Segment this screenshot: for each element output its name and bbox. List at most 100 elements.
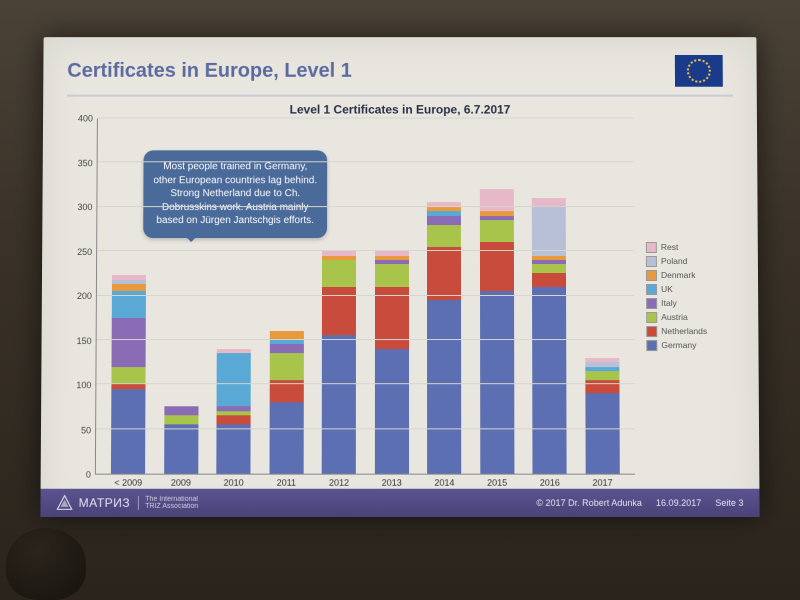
y-tick-label: 300: [77, 202, 92, 212]
legend-item: Austria: [646, 312, 734, 323]
legend-label: Italy: [661, 298, 677, 308]
grid-line: [96, 428, 635, 429]
bar-stack: [532, 198, 567, 474]
bar-segment: [322, 335, 356, 473]
y-axis: 050100150200250300350400: [65, 119, 97, 475]
bar-segment: [112, 367, 146, 385]
slide-title: Certificates in Europe, Level 1: [67, 59, 675, 82]
audience-head-silhouette: [6, 528, 86, 600]
legend-item: Rest: [646, 242, 734, 253]
grid-line: [97, 295, 634, 296]
bar-column: 2009: [164, 407, 198, 474]
slide-footer: МАТРИЗ The International TRIZ Associatio…: [40, 489, 759, 517]
plot-area: < 20092009201020112012201320142015201620…: [95, 119, 635, 475]
bar-segment: [217, 425, 251, 474]
x-tick-label: 2014: [434, 478, 454, 488]
bar-column: 2010: [217, 349, 251, 474]
title-row: Certificates in Europe, Level 1: [67, 51, 733, 97]
legend: RestPolandDenmarkUKItalyAustriaNetherlan…: [639, 119, 735, 475]
slide-content: Certificates in Europe, Level 1 Level 1 …: [41, 37, 760, 489]
chart-area: 050100150200250300350400 < 2009200920102…: [65, 119, 736, 489]
bar-segment: [585, 380, 619, 393]
bar-stack: [322, 251, 356, 474]
grid-line: [96, 383, 634, 384]
footer-subtitle-1: The International: [145, 496, 198, 503]
legend-swatch: [646, 242, 657, 253]
bar-segment: [480, 291, 514, 474]
y-tick-label: 100: [76, 380, 91, 390]
grid-line: [97, 206, 633, 207]
x-tick-label: 2011: [277, 478, 296, 488]
legend-label: Denmark: [661, 270, 696, 280]
footer-brand: МАТРИЗ: [79, 496, 131, 510]
footer-page: Seite 3: [715, 498, 743, 508]
bar-column: 2016: [532, 198, 567, 474]
legend-swatch: [646, 283, 657, 294]
legend-label: Austria: [661, 312, 688, 322]
chart-title: Level 1 Certificates in Europe, 6.7.2017: [67, 103, 733, 117]
legend-swatch: [646, 326, 657, 337]
bar-segment: [111, 389, 146, 474]
bar-segment: [112, 284, 146, 291]
bar-segment: [164, 416, 198, 425]
bar-segment: [322, 260, 356, 287]
bar-segment: [585, 393, 619, 473]
grid-line: [98, 162, 634, 163]
bar-column: 2013: [375, 251, 409, 474]
legend-label: Rest: [661, 242, 679, 252]
legend-swatch: [646, 270, 657, 281]
projection-screen: Certificates in Europe, Level 1 Level 1 …: [40, 37, 759, 517]
y-tick-label: 50: [81, 425, 91, 435]
bar-stack: [585, 358, 620, 474]
legend-item: Denmark: [646, 270, 734, 281]
bar-segment: [480, 189, 514, 211]
bar-segment: [164, 407, 198, 416]
callout-annotation: Most people trained in Germany, other Eu…: [143, 150, 327, 237]
footer-logo: МАТРИЗ The International TRIZ Associatio…: [56, 495, 198, 511]
y-tick-label: 0: [86, 470, 91, 480]
bar-stack: [480, 189, 515, 473]
legend-swatch: [646, 340, 657, 351]
legend-swatch: [646, 312, 657, 323]
legend-item: Germany: [646, 340, 734, 351]
bar-segment: [217, 353, 251, 406]
x-tick-label: 2010: [224, 478, 244, 488]
x-tick-label: 2013: [382, 478, 402, 488]
bar-column: 2015: [480, 189, 515, 473]
legend-label: Germany: [661, 340, 696, 350]
y-tick-label: 200: [77, 291, 92, 301]
bar-segment: [112, 318, 146, 367]
bar-stack: [217, 349, 251, 474]
y-tick-label: 400: [78, 114, 93, 124]
bar-segment: [269, 402, 303, 473]
bar-column: 2012: [322, 251, 356, 474]
footer-copyright: © 2017 Dr. Robert Adunka: [536, 498, 642, 508]
y-tick-label: 350: [78, 158, 93, 168]
legend-swatch: [646, 298, 657, 309]
bar-segment: [269, 353, 303, 380]
bar-segment: [427, 247, 461, 300]
bar-segment: [427, 300, 461, 474]
bar-column: 2011: [269, 331, 303, 474]
grid-line: [98, 118, 633, 119]
bar-segment: [375, 264, 409, 286]
x-tick-label: 2009: [171, 478, 191, 488]
grid-line: [97, 250, 634, 251]
bar-stack: [269, 331, 303, 474]
legend-label: UK: [661, 284, 673, 294]
bar-segment: [532, 273, 566, 286]
bar-column: < 2009: [111, 275, 146, 474]
legend-item: Italy: [646, 298, 734, 309]
bar-column: 2017: [585, 358, 620, 474]
legend-item: UK: [646, 283, 734, 294]
footer-subtitle-2: TRIZ Association: [145, 503, 198, 510]
bar-segment: [532, 264, 566, 273]
legend-item: Netherlands: [646, 326, 734, 337]
bar-stack: [111, 275, 146, 474]
bar-segment: [532, 207, 566, 256]
bar-segment: [532, 287, 567, 474]
x-tick-label: 2015: [487, 478, 507, 488]
bar-stack: [164, 407, 198, 474]
x-tick-label: 2016: [540, 478, 560, 488]
triangle-logo-icon: [56, 495, 72, 511]
